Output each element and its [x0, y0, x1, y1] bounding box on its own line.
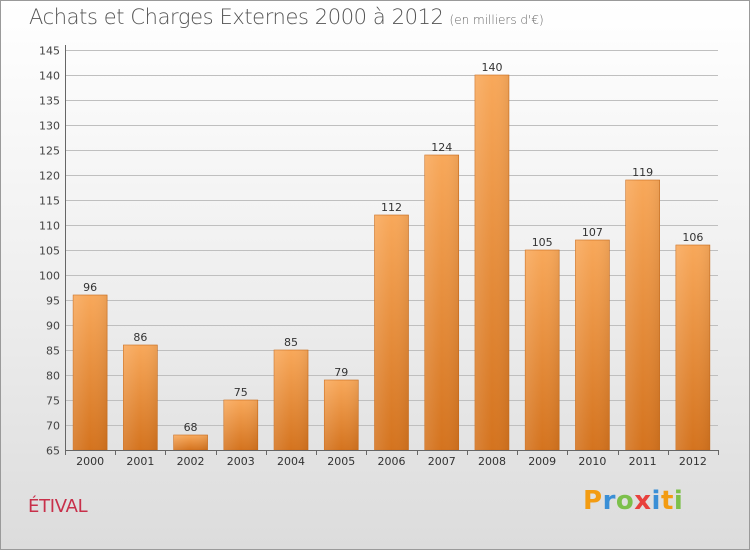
y-tick-label: 100	[39, 270, 60, 283]
bar-shine	[374, 215, 409, 450]
data-label: 75	[234, 386, 248, 399]
y-tick-label: 115	[39, 195, 60, 208]
x-tick-label: 2010	[578, 455, 606, 468]
x-tick-label: 2001	[126, 455, 154, 468]
y-tick-label: 130	[39, 120, 60, 133]
logo-letter: r	[602, 486, 616, 516]
data-label: 106	[682, 231, 703, 244]
x-tick-label: 2003	[227, 455, 255, 468]
y-tick-label: 135	[39, 95, 60, 108]
bar-shine	[424, 155, 459, 450]
logo-letter: t	[660, 486, 674, 516]
y-tick-label: 125	[39, 145, 60, 158]
y-tick-label: 110	[39, 220, 60, 233]
bar-shine	[274, 350, 309, 450]
bar-shine	[173, 435, 208, 450]
axes: 65 70 75 80 85 90 95 100 105 110 115 120 125 130 135 14…	[39, 45, 719, 468]
y-tick-label: 75	[46, 395, 60, 408]
bar-shine	[525, 250, 560, 450]
x-tick-label: 2007	[428, 455, 456, 468]
bar-shine	[675, 245, 710, 450]
data-label: 105	[532, 236, 553, 249]
data-label: 79	[334, 366, 348, 379]
data-label: 96	[83, 281, 97, 294]
logo-letter: i	[651, 486, 661, 516]
bars: 96 86 68 75 85 79 112 124 140 105 107 119 106	[72, 61, 711, 451]
bar-shine	[223, 400, 258, 450]
x-tick-label: 2008	[478, 455, 506, 468]
chart-title: Achats et Charges Externes 2000 à 2012 (e…	[29, 5, 544, 29]
place-name: ÉTIVAL	[28, 496, 88, 517]
x-tick-label: 2012	[679, 455, 707, 468]
logo-letter: i	[673, 486, 684, 516]
x-tick-label: 2004	[277, 455, 305, 468]
x-tick-label: 2002	[177, 455, 205, 468]
title-unit: (en milliers d'€)	[449, 13, 544, 27]
bar-shine	[474, 75, 509, 450]
logo-letter: P	[583, 486, 603, 516]
bar-shine	[73, 295, 108, 450]
y-tick-label: 105	[39, 245, 60, 258]
data-label: 112	[381, 201, 402, 214]
x-tick-label: 2006	[378, 455, 406, 468]
data-label: 86	[133, 331, 147, 344]
data-label: 140	[481, 61, 502, 74]
bar-shine	[575, 240, 610, 450]
x-tick-label: 2011	[629, 455, 657, 468]
y-tick-label: 120	[39, 170, 60, 183]
y-tick-label: 70	[46, 420, 60, 433]
y-tick-label: 95	[46, 295, 60, 308]
y-tick-label: 85	[46, 345, 60, 358]
x-tick-label: 2009	[528, 455, 556, 468]
bar-shine	[625, 180, 660, 450]
y-tick-label: 65	[46, 445, 60, 458]
title-text: Achats et Charges Externes 2000 à 2012	[29, 5, 444, 29]
y-tick-label: 145	[39, 45, 60, 58]
proxiti-logo: Proxiti	[583, 488, 683, 514]
data-label: 119	[632, 166, 653, 179]
logo-letter: o	[615, 486, 635, 516]
bar-shine	[123, 345, 158, 450]
data-label: 85	[284, 336, 298, 349]
logo-letter: x	[634, 486, 652, 516]
data-label: 107	[582, 226, 603, 239]
y-tick-label: 140	[39, 70, 60, 83]
data-label: 68	[184, 421, 198, 434]
data-label: 124	[431, 141, 452, 154]
x-tick-label: 2005	[327, 455, 355, 468]
bar-shine	[324, 380, 359, 450]
y-tick-label: 90	[46, 320, 60, 333]
y-tick-label: 80	[46, 370, 60, 383]
x-tick-label: 2000	[76, 455, 104, 468]
